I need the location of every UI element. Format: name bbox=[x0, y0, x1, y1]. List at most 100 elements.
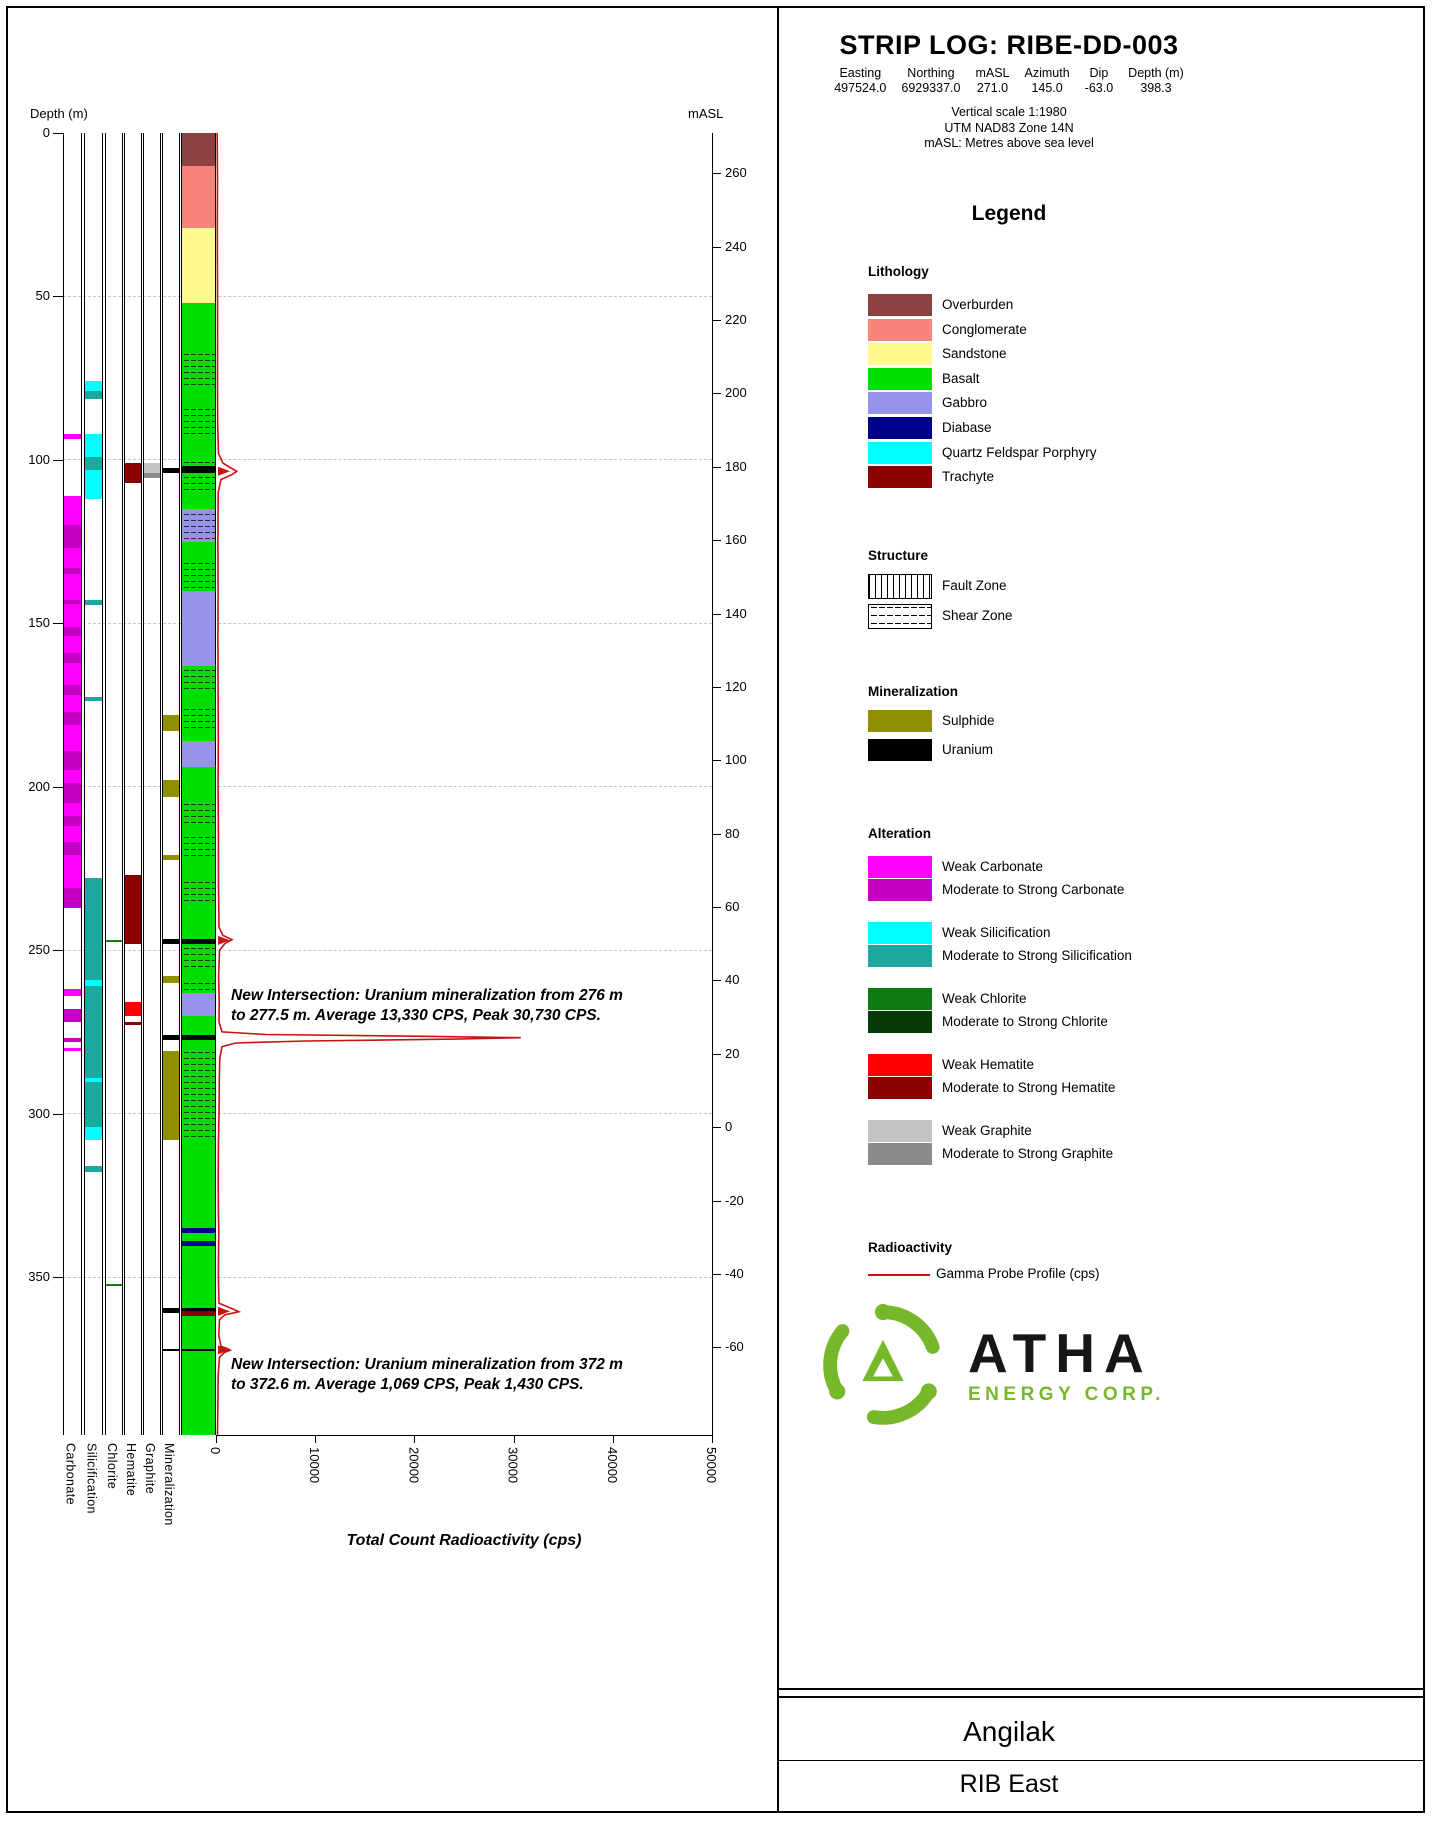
carbonate-interval bbox=[64, 695, 81, 712]
depth-tick-100 bbox=[53, 459, 63, 461]
litho-uranium bbox=[182, 938, 215, 944]
graphite-strong-label: Moderate to Strong Graphite bbox=[942, 1146, 1114, 1161]
silicification-interval bbox=[85, 469, 102, 500]
litho-label-trachyte: Trachyte bbox=[942, 469, 995, 485]
carbonate-interval bbox=[64, 1008, 81, 1023]
masl-tick-label-40: 40 bbox=[725, 972, 740, 988]
silicification-strong-swatch bbox=[868, 945, 932, 967]
depth-tick-label-100: 100 bbox=[28, 451, 50, 467]
cps-tick-20000 bbox=[414, 1435, 416, 1443]
carbonate-interval bbox=[64, 770, 81, 784]
silicification-interval bbox=[85, 1081, 102, 1127]
masl-tick-0 bbox=[712, 1127, 721, 1129]
litho-basalt bbox=[182, 302, 215, 352]
litho-basalt bbox=[182, 492, 215, 509]
masl-tick-label-200: 200 bbox=[725, 385, 747, 401]
carbonate-interval bbox=[64, 636, 81, 653]
depth-gridline-100 bbox=[63, 459, 712, 461]
litho-label-sandstone: Sandstone bbox=[942, 346, 1007, 362]
litho-basalt bbox=[182, 436, 215, 460]
mineralization-interval bbox=[163, 714, 179, 732]
masl-tick-label-80: 80 bbox=[725, 825, 740, 841]
track-carbonate bbox=[63, 133, 82, 1435]
depth-tick-label-300: 300 bbox=[28, 1105, 50, 1121]
mineralization-label-uranium: Uranium bbox=[942, 742, 994, 757]
logo-text: ATHA ENERGY CORP. bbox=[968, 1324, 1165, 1406]
carbonate-interval bbox=[64, 888, 81, 908]
litho-gabbro bbox=[182, 992, 215, 1016]
collar-masl: mASL 271.0 bbox=[975, 66, 1009, 96]
carbonate-strong-label: Moderate to Strong Carbonate bbox=[942, 882, 1125, 897]
masl-tick-20 bbox=[712, 1053, 721, 1055]
collar-dip: Dip -63.0 bbox=[1085, 66, 1114, 96]
litho-basalt bbox=[182, 982, 215, 993]
litho-basalt bbox=[182, 1015, 215, 1036]
note-scale: Vertical scale 1:1980 bbox=[951, 105, 1067, 119]
info-panel: STRIP LOG: RIBE-DD-003 Easting 497524.0 No… bbox=[784, 8, 1234, 1690]
panel-divider bbox=[777, 6, 779, 1813]
masl-tick--60 bbox=[712, 1347, 721, 1349]
litho-overburden bbox=[182, 133, 215, 166]
project-name: Angilak bbox=[963, 1716, 1055, 1747]
mineralization-label-sulphide: Sulphide bbox=[942, 713, 995, 728]
depth-tick-300 bbox=[53, 1113, 63, 1115]
track-label-graphite: Graphite bbox=[143, 1443, 157, 1495]
chlorite-interval bbox=[106, 1283, 122, 1286]
silicification-interval bbox=[85, 391, 102, 400]
depth-axis-label: Depth (m) bbox=[30, 106, 88, 121]
hematite-interval bbox=[125, 1002, 141, 1016]
annotation-line: New Intersection: Uranium mineralization… bbox=[231, 1356, 623, 1374]
depth-tick-250 bbox=[53, 950, 63, 952]
litho-basalt bbox=[182, 561, 215, 591]
depth-tick-50 bbox=[53, 296, 63, 298]
chlorite-strong-label: Moderate to Strong Chlorite bbox=[942, 1014, 1108, 1029]
radioactivity-header: Radioactivity bbox=[868, 1240, 953, 1255]
note-datum: UTM NAD83 Zone 14N bbox=[944, 120, 1074, 135]
track-label-silicification: Silicification bbox=[84, 1443, 99, 1514]
litho-basalt bbox=[182, 351, 215, 388]
carbonate-strong-swatch bbox=[868, 879, 932, 901]
litho-basalt bbox=[182, 472, 215, 493]
litho-diabase bbox=[182, 1227, 215, 1233]
chlorite-weak-label: Weak Chlorite bbox=[942, 991, 1027, 1006]
carbonate-weak-swatch bbox=[868, 856, 932, 878]
atha-logo-icon bbox=[823, 1304, 940, 1425]
litho-basalt bbox=[182, 731, 215, 741]
litho-label-basalt: Basalt bbox=[942, 370, 980, 386]
depth-tick-label-150: 150 bbox=[28, 615, 50, 631]
depth-tick-label-50: 50 bbox=[35, 288, 50, 304]
radioactivity-axis bbox=[216, 1435, 712, 1436]
intersection-annotation-2: New Intersection: Uranium mineralization… bbox=[231, 1355, 623, 1395]
chlorite-interval bbox=[106, 940, 122, 943]
lithology-header: Lithology bbox=[868, 264, 929, 279]
carbonate-interval bbox=[64, 662, 81, 686]
collar-value: -63.0 bbox=[1084, 81, 1114, 95]
track-label-carbonate: Carbonate bbox=[63, 1443, 78, 1505]
structure-label-shear-zone: Shear Zone bbox=[942, 608, 1013, 623]
carbonate-interval bbox=[64, 825, 81, 843]
plot-right-border bbox=[712, 133, 713, 1435]
silicification-interval bbox=[85, 433, 102, 457]
track-hematite bbox=[124, 133, 142, 1435]
litho-basalt bbox=[182, 858, 215, 879]
mineralization-swatch-sulphide bbox=[868, 710, 932, 732]
hematite-strong-label: Moderate to Strong Hematite bbox=[942, 1080, 1116, 1095]
track-label-chlorite: Chlorite bbox=[105, 1443, 119, 1490]
collar-azimuth: Azimuth 145.0 bbox=[1025, 66, 1070, 96]
gamma-spike-arrow bbox=[218, 935, 230, 945]
collar-easting: Easting 497524.0 bbox=[834, 66, 886, 96]
depth-tick-200 bbox=[53, 786, 63, 788]
carbonate-interval bbox=[64, 652, 81, 663]
litho-swatch-overburden bbox=[868, 294, 932, 316]
litho-swatch-trachyte bbox=[868, 466, 932, 489]
silicification-interval bbox=[85, 381, 102, 392]
litho-gabbro bbox=[182, 508, 215, 542]
intersection-annotation-1: New Intersection: Uranium mineralization… bbox=[231, 986, 623, 1026]
carbonate-interval bbox=[64, 548, 81, 568]
mineralization-interval bbox=[163, 855, 179, 861]
litho-basalt bbox=[182, 541, 215, 562]
carbonate-interval bbox=[64, 1038, 81, 1042]
logo-wordmark: ATHA bbox=[968, 1322, 1153, 1384]
carbonate-interval bbox=[64, 525, 81, 549]
